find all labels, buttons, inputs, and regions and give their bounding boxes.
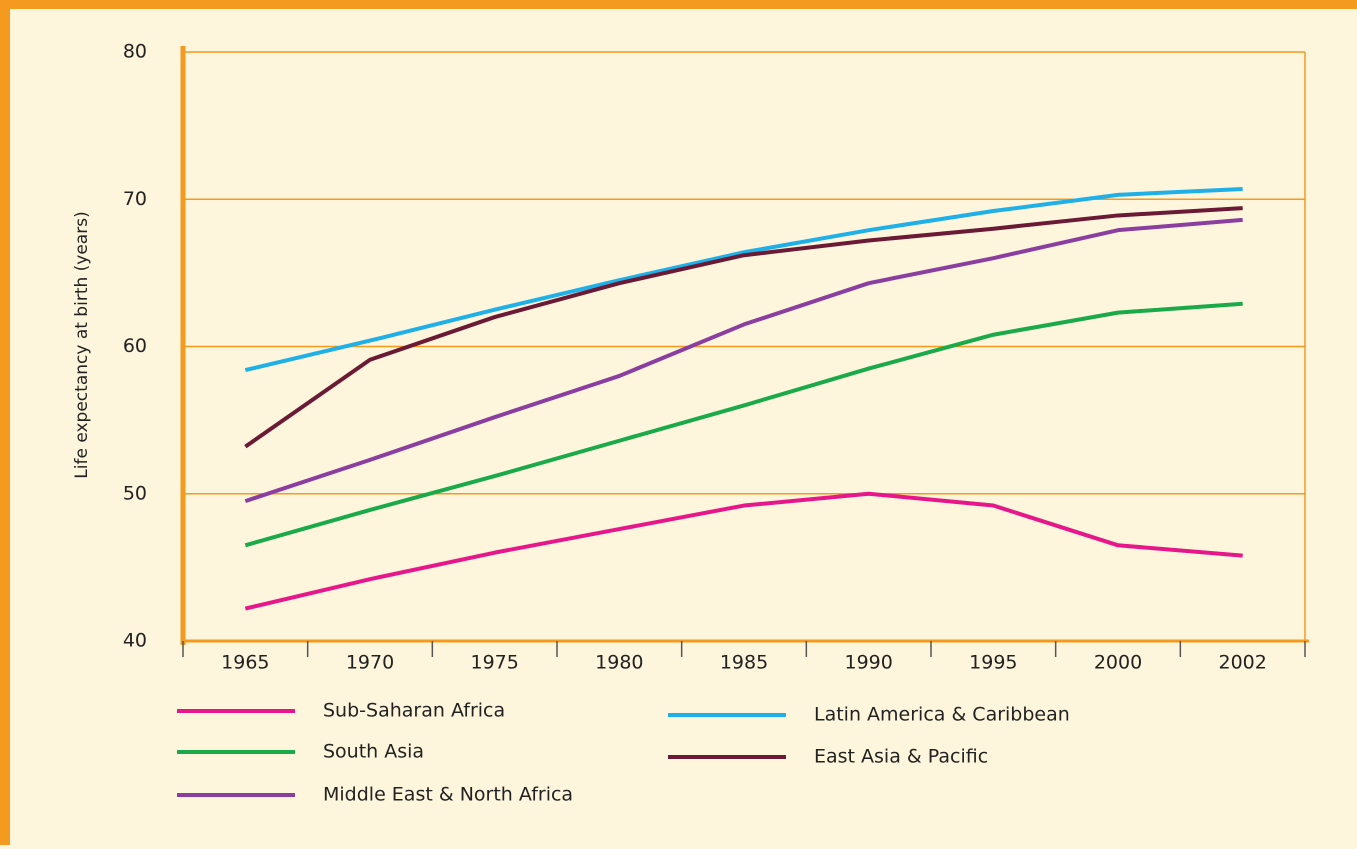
legend-label: East Asia & Pacific: [814, 746, 988, 768]
legend-label: Middle East & North Africa: [323, 784, 573, 806]
x-tick-label: 1985: [720, 652, 768, 674]
x-tick-label: 2002: [1218, 652, 1266, 674]
y-tick-label: 70: [123, 188, 147, 210]
x-tick-label: 1975: [470, 652, 518, 674]
x-tick-label: 1995: [969, 652, 1017, 674]
legend-label: Latin America & Caribbean: [814, 704, 1070, 726]
frame-top: [0, 0, 1357, 9]
x-tick-label: 1965: [221, 652, 269, 674]
y-tick-label: 40: [123, 630, 147, 652]
x-tick-label: 1990: [844, 652, 892, 674]
y-tick-label: 80: [123, 41, 147, 63]
series-line: [244, 217, 1243, 504]
series-line: [244, 301, 1243, 548]
x-tick-label: 2000: [1094, 652, 1142, 674]
series-line: [244, 186, 1243, 373]
series-line: [244, 206, 1243, 449]
series-line: [244, 491, 1243, 611]
x-tick-label: 1980: [595, 652, 643, 674]
y-tick-label: 50: [123, 482, 147, 504]
y-tick-label: 60: [123, 335, 147, 357]
frame-left: [0, 0, 10, 845]
legend-label: South Asia: [323, 741, 424, 763]
legend-label: Sub-Saharan Africa: [323, 700, 505, 722]
x-tick-label: 1970: [346, 652, 394, 674]
y-axis-label: Life expectancy at birth (years): [72, 211, 92, 478]
